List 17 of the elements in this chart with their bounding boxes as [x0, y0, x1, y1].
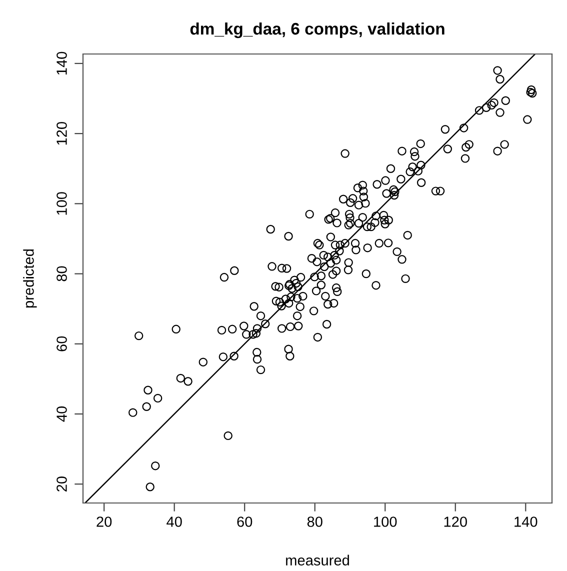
y-tick-label: 80 [56, 266, 67, 282]
x-tick-label: 80 [307, 516, 322, 527]
y-tick-label: 60 [56, 336, 67, 352]
y-axis-title: predicted [23, 249, 37, 308]
x-axis-title: measured [286, 554, 349, 566]
y-tick-label: 140 [56, 52, 67, 75]
y-tick-label: 20 [56, 476, 67, 492]
x-tick-label: 40 [166, 516, 182, 527]
x-tick-label: 100 [374, 516, 397, 527]
y-tick-label: 120 [56, 122, 67, 145]
x-tick-label: 60 [237, 516, 252, 527]
x-tick-label: 120 [444, 516, 467, 527]
x-tick-label: 140 [514, 516, 538, 527]
x-tick-label: 20 [96, 516, 112, 527]
y-tick-label: 100 [56, 192, 67, 215]
chart-title: dm_kg_daa, 6 comps, validation [190, 22, 444, 38]
y-tick-label: 40 [56, 406, 67, 422]
